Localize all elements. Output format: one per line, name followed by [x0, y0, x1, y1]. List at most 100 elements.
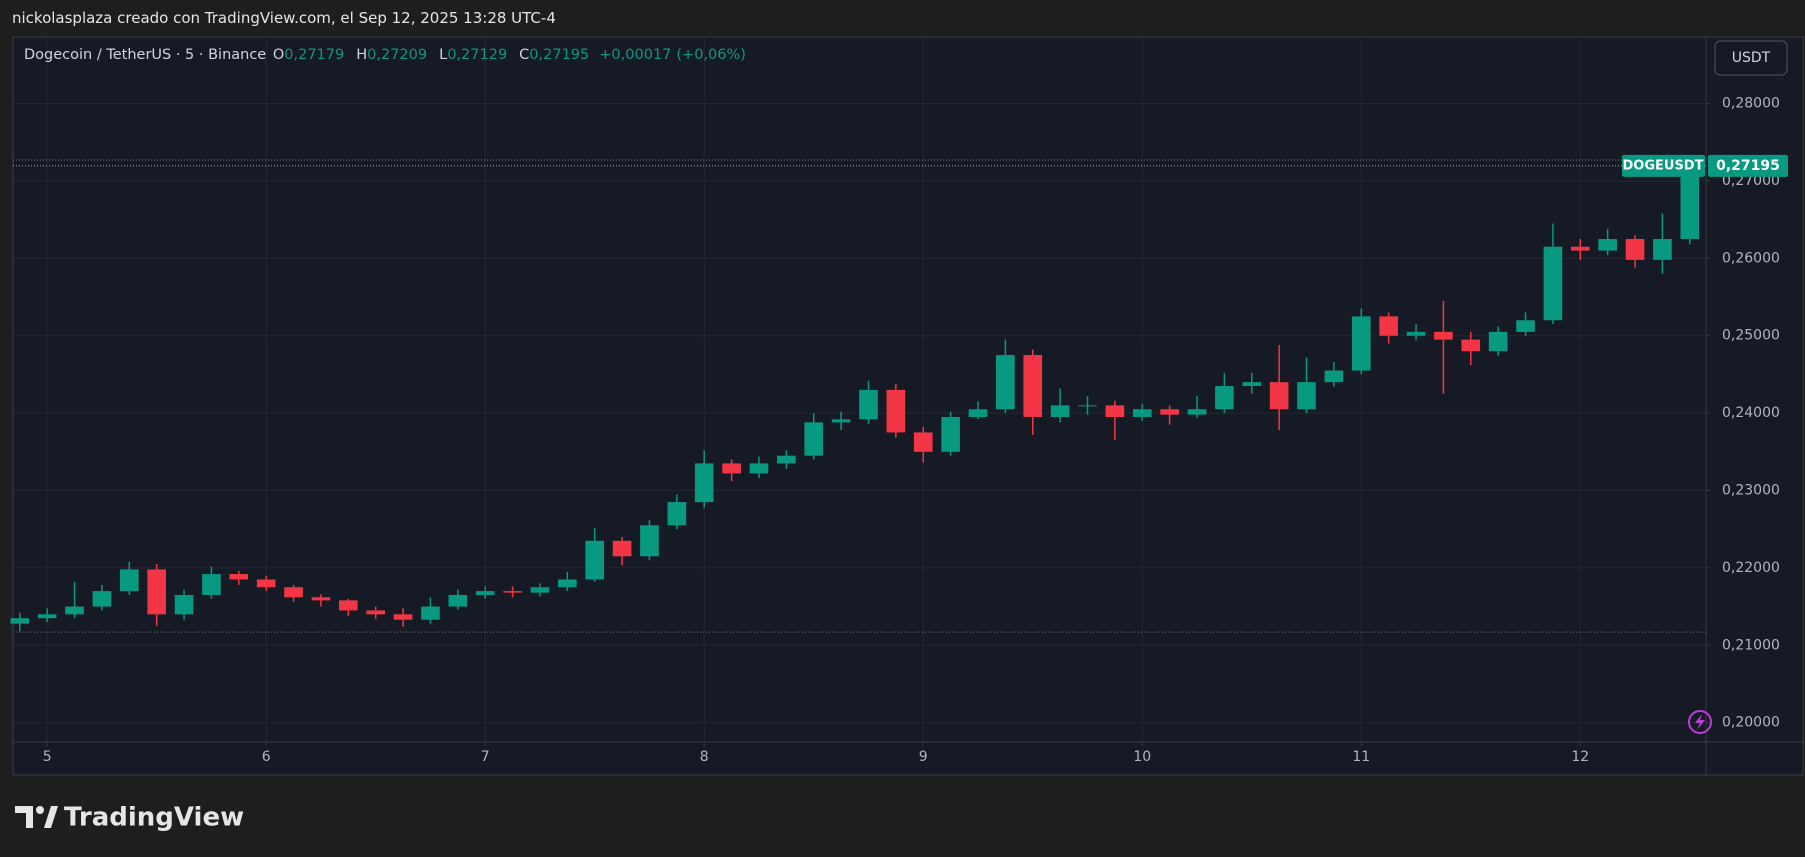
candle-body: [667, 502, 687, 526]
candles: [10, 164, 1706, 632]
candle-body: [229, 574, 249, 580]
candle-body: [968, 409, 988, 417]
candle-body: [448, 594, 468, 607]
legend-high: 0,27209: [367, 47, 428, 63]
candle-body: [1570, 246, 1590, 251]
candle-body: [1269, 382, 1289, 410]
candle-body: [37, 614, 57, 619]
candle-body: [1543, 246, 1563, 321]
candle-body: [256, 579, 276, 588]
candle-body: [311, 597, 331, 601]
candle-body: [831, 419, 851, 423]
header: nickolasplaza creado con TradingView.com…: [12, 9, 556, 27]
brand-logo: [15, 806, 58, 828]
candle-body: [804, 422, 824, 456]
candle-body: [1680, 165, 1700, 239]
candle-body: [1132, 409, 1152, 417]
candle-body: [339, 600, 358, 611]
y-tick-label: 0,25000: [1722, 328, 1780, 344]
legend-change-pct: (+0,06%): [676, 47, 746, 63]
candle-body: [1516, 320, 1535, 332]
legend-change: +0,00017: [599, 47, 672, 63]
candle-body: [1406, 331, 1426, 336]
legend-open: 0,27179: [284, 47, 345, 63]
legend-key: H: [356, 47, 368, 63]
candle-body: [1598, 238, 1617, 251]
candle-body: [119, 569, 139, 592]
candle-body: [202, 574, 221, 595]
legend: Dogecoin / TetherUS · 5 · Binance O0,271…: [24, 47, 756, 63]
candle-body: [530, 587, 550, 593]
brand-name: TradingView: [64, 803, 244, 833]
candle-body: [859, 389, 878, 420]
candle-body: [913, 432, 933, 452]
y-tick-label: 0,27000: [1722, 173, 1780, 189]
candle-body: [421, 606, 440, 620]
y-tick-label: 0,20000: [1722, 715, 1780, 731]
candle-body: [1434, 331, 1453, 340]
candle-body: [1050, 405, 1070, 417]
grid: [13, 37, 1706, 742]
candle-body: [1160, 409, 1179, 415]
legend-key: L: [439, 47, 448, 63]
candle-body: [366, 610, 386, 615]
symbol-tag: [1622, 154, 1705, 177]
x-tick-label: 5: [43, 749, 52, 765]
candle-body: [1187, 409, 1207, 415]
y-tick-label: 0,23000: [1722, 482, 1780, 498]
candle-body: [612, 540, 632, 557]
candle-body: [886, 389, 906, 433]
candle-body: [1653, 238, 1672, 260]
legend-key: O: [272, 47, 285, 63]
candle-body: [503, 591, 522, 593]
price-tag-label: 0,27195: [1716, 158, 1780, 174]
candle-body: [1242, 382, 1262, 387]
candle-body: [640, 525, 659, 557]
currency-button[interactable]: [1714, 40, 1788, 76]
candle-body: [1297, 382, 1316, 410]
symbol-title: Dogecoin / TetherUS · 5 · Binance: [24, 47, 267, 63]
candle-body: [1078, 405, 1097, 407]
candle-body: [1324, 370, 1344, 383]
chart-panel: [12, 36, 1804, 776]
legend-close: 0,27195: [529, 47, 590, 63]
candle-body: [92, 591, 112, 607]
price-tag: [1708, 154, 1788, 177]
x-tick-label: 6: [262, 749, 271, 765]
y-tick-label: 0,28000: [1722, 96, 1780, 112]
candle-body: [996, 355, 1015, 410]
candle-body: [749, 463, 769, 474]
candle-body: [393, 614, 413, 620]
legend-low: 0,27129: [447, 47, 508, 63]
candle-body: [174, 594, 194, 615]
y-tick-label: 0,22000: [1722, 560, 1780, 576]
candle-body: [1215, 386, 1234, 410]
y-tick-label: 0,21000: [1722, 637, 1780, 653]
lightning-icon[interactable]: [1688, 710, 1712, 734]
y-tick-label: 0,24000: [1722, 405, 1780, 421]
y-tick-label: 0,26000: [1722, 250, 1780, 266]
candle-body: [777, 455, 796, 464]
x-tick-label: 8: [700, 749, 709, 765]
x-tick-label: 10: [1133, 749, 1151, 765]
candle-body: [1625, 238, 1645, 260]
candle-body: [558, 579, 577, 588]
candle-body: [475, 591, 495, 595]
legend-key: C: [519, 47, 530, 63]
candle-body: [65, 606, 84, 615]
candle-body: [585, 540, 605, 580]
x-tick-label: 9: [919, 749, 928, 765]
currency-label: USDT: [1732, 50, 1771, 66]
candle-body: [941, 416, 960, 452]
candle-body: [1488, 331, 1508, 352]
candle-body: [722, 463, 741, 474]
candle-body: [1461, 339, 1481, 352]
candle-body: [147, 569, 166, 615]
symbol-tag-label: DOGEUSDT: [1623, 158, 1704, 173]
candle-body: [1351, 316, 1371, 371]
x-tick-label: 7: [481, 749, 490, 765]
axis-labels: 0,20000 0,21000 0,22000 0,23000 0,24000 0,250…: [43, 96, 1788, 765]
x-tick-label: 12: [1571, 749, 1589, 765]
